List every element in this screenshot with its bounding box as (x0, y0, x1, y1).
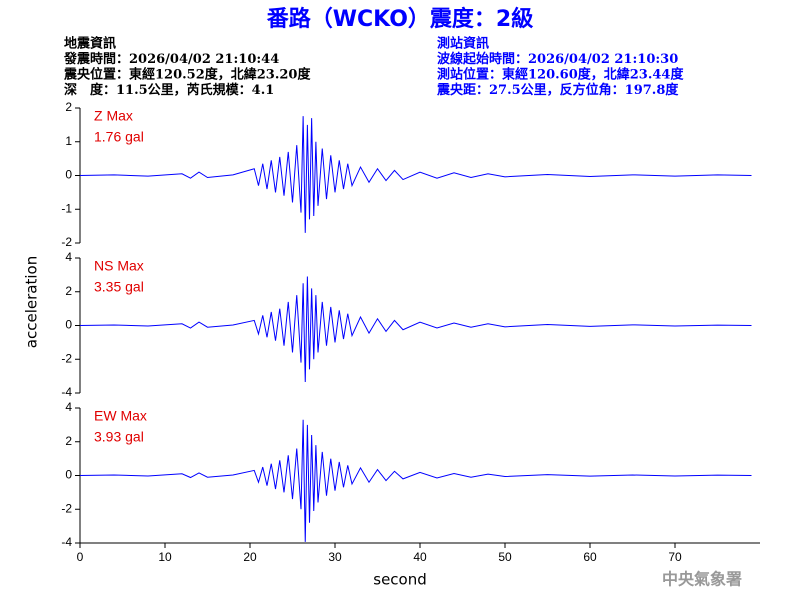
y-tick-label: -2 (61, 351, 72, 365)
waveform (79, 419, 752, 542)
y-tick-label: 2 (65, 100, 72, 114)
y-axis-label: acceleration (23, 256, 41, 348)
y-tick-label: 2 (65, 434, 72, 448)
x-tick-label: 20 (243, 550, 257, 564)
y-tick-label: -4 (61, 385, 72, 399)
footer: 中央氣象署 (662, 570, 742, 589)
y-tick-label: 1 (65, 134, 72, 148)
y-tick-label: 0 (65, 168, 72, 182)
x-tick-label: 10 (158, 550, 172, 564)
x-tick-label: 70 (668, 550, 682, 564)
y-tick-label: 4 (65, 250, 72, 264)
header-left-line: 震央位置：東經120.52度，北緯23.20度 (63, 67, 311, 83)
y-tick-label: -4 (61, 535, 72, 549)
waveform (79, 276, 752, 383)
x-tick-label: 40 (413, 550, 427, 564)
y-tick-label: -2 (61, 501, 72, 515)
header-right-line: 波線起始時間：2026/04/02 21:10:30 (437, 51, 678, 67)
waveform (79, 116, 752, 233)
header-left-line: 發震時間：2026/04/02 21:10:44 (63, 51, 279, 67)
y-tick-label: -1 (61, 201, 72, 215)
panel-label: NS Max (94, 258, 144, 274)
y-tick-label: 2 (65, 284, 72, 298)
header-left-line: 深 度：11.5公里，芮氏規模：4.1 (64, 82, 274, 98)
header-right-line: 測站資訊 (437, 36, 489, 52)
panel-max: 3.35 gal (94, 279, 144, 295)
x-tick-label: 60 (583, 550, 597, 564)
header-right-line: 測站位置：東經120.60度，北緯23.44度 (437, 67, 684, 83)
y-tick-label: 0 (65, 318, 72, 332)
header-left-line: 地震資訊 (64, 36, 116, 52)
x-tick-label: 30 (328, 550, 342, 564)
x-tick-label: 0 (77, 550, 84, 564)
y-tick-label: -2 (61, 235, 72, 249)
panel-label: EW Max (94, 408, 147, 424)
panel-label: Z Max (94, 108, 133, 124)
y-tick-label: 4 (65, 400, 72, 414)
x-axis-label: second (373, 571, 427, 589)
header-right-line: 震央距：27.5公里，反方位角：197.8度 (436, 82, 679, 98)
x-tick-label: 50 (498, 550, 512, 564)
y-tick-label: 0 (65, 468, 72, 482)
panel-max: 3.93 gal (94, 429, 144, 445)
chart-title: 番路（WCKO）震度：2級 (266, 6, 533, 32)
panel-max: 1.76 gal (94, 129, 144, 145)
